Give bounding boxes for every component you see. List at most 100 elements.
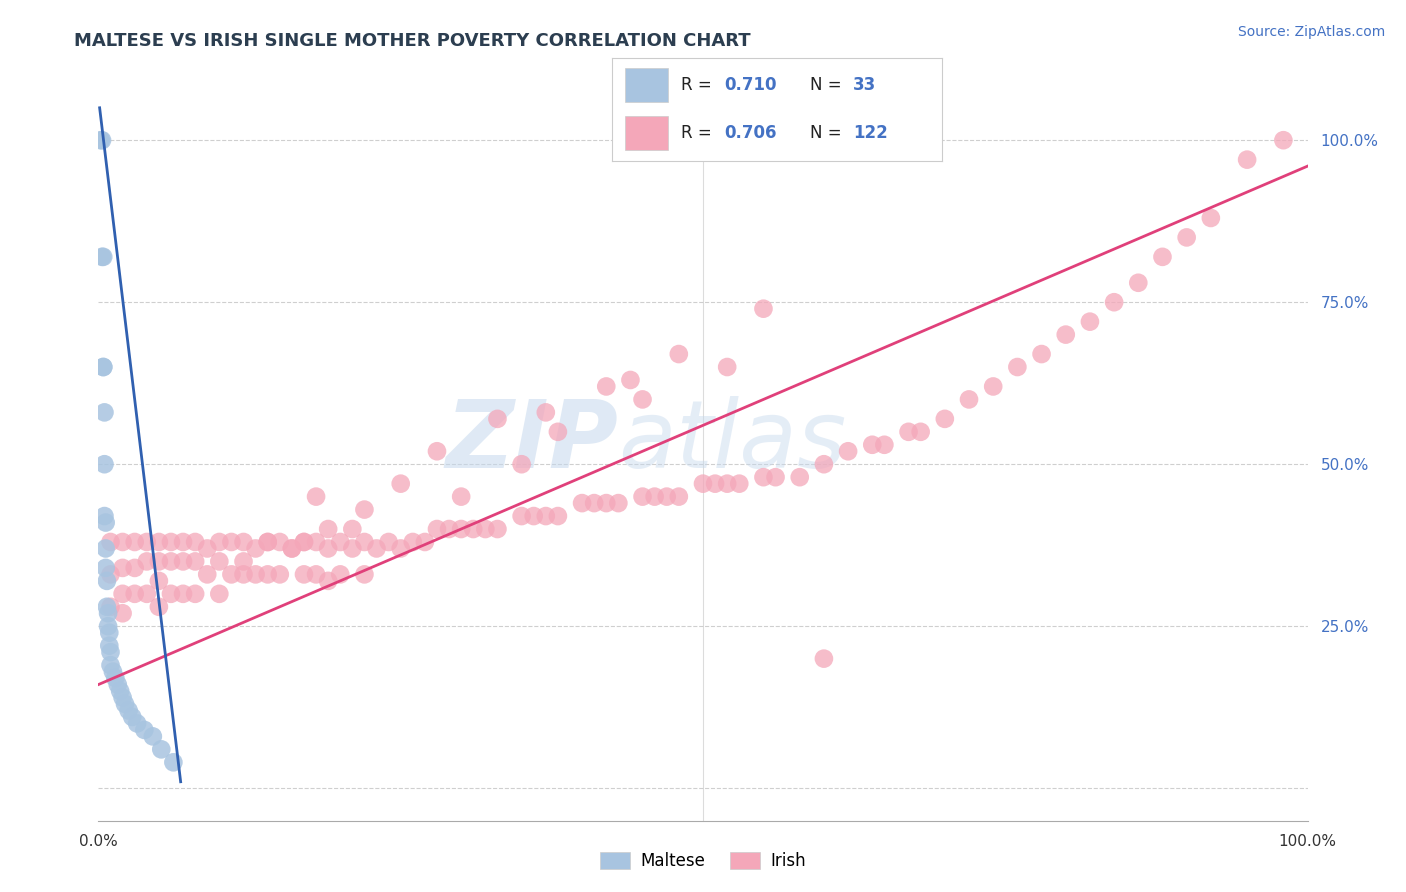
Point bbox=[1236, 153, 1258, 167]
Point bbox=[342, 522, 364, 536]
Point bbox=[366, 541, 388, 556]
Point bbox=[1152, 250, 1174, 264]
Point bbox=[595, 496, 617, 510]
Point bbox=[256, 535, 278, 549]
Point bbox=[981, 379, 1004, 393]
Point bbox=[329, 535, 352, 549]
Point bbox=[837, 444, 859, 458]
Point bbox=[547, 509, 569, 524]
Point bbox=[1175, 230, 1198, 244]
Point bbox=[100, 645, 122, 659]
Point bbox=[316, 574, 339, 588]
Point bbox=[910, 425, 932, 439]
Point bbox=[94, 541, 117, 556]
Point bbox=[184, 587, 207, 601]
Point bbox=[148, 599, 170, 614]
Point bbox=[195, 541, 218, 556]
Point bbox=[221, 567, 243, 582]
Point bbox=[135, 554, 157, 568]
Point bbox=[91, 359, 114, 374]
Point bbox=[305, 490, 328, 504]
Point bbox=[752, 470, 775, 484]
Point bbox=[208, 535, 231, 549]
Point bbox=[353, 567, 375, 582]
Point bbox=[1199, 211, 1222, 225]
Point bbox=[124, 561, 146, 575]
Point bbox=[1272, 133, 1295, 147]
Point bbox=[413, 535, 436, 549]
Point bbox=[426, 444, 449, 458]
Point bbox=[583, 496, 606, 510]
Point bbox=[716, 476, 738, 491]
Point bbox=[127, 716, 149, 731]
Point bbox=[934, 412, 956, 426]
Point bbox=[1078, 315, 1101, 329]
Point bbox=[107, 677, 129, 691]
Point bbox=[256, 567, 278, 582]
Point bbox=[1054, 327, 1077, 342]
Point bbox=[873, 438, 896, 452]
Point bbox=[353, 535, 375, 549]
Text: N =: N = bbox=[810, 124, 846, 142]
Point bbox=[100, 658, 122, 673]
Point bbox=[124, 535, 146, 549]
Point bbox=[93, 509, 115, 524]
Point bbox=[97, 619, 120, 633]
Point bbox=[292, 535, 315, 549]
Point bbox=[534, 509, 557, 524]
Point bbox=[437, 522, 460, 536]
Point bbox=[94, 561, 117, 575]
Point bbox=[860, 438, 883, 452]
Point bbox=[813, 651, 835, 665]
Point bbox=[463, 522, 485, 536]
Point bbox=[305, 535, 328, 549]
Point bbox=[631, 490, 654, 504]
Point bbox=[91, 250, 114, 264]
Point bbox=[162, 756, 184, 770]
Point bbox=[184, 554, 207, 568]
Legend: Maltese, Irish: Maltese, Irish bbox=[593, 846, 813, 877]
Point bbox=[195, 567, 218, 582]
Point bbox=[668, 490, 690, 504]
Point bbox=[595, 379, 617, 393]
Point bbox=[134, 723, 156, 737]
Point bbox=[281, 541, 304, 556]
Point bbox=[124, 587, 146, 601]
Point bbox=[547, 425, 569, 439]
Point bbox=[160, 535, 183, 549]
Point bbox=[100, 535, 122, 549]
Text: MALTESE VS IRISH SINGLE MOTHER POVERTY CORRELATION CHART: MALTESE VS IRISH SINGLE MOTHER POVERTY C… bbox=[75, 32, 751, 50]
Text: 33: 33 bbox=[853, 76, 876, 95]
Point bbox=[389, 541, 412, 556]
Point bbox=[111, 561, 134, 575]
Point bbox=[111, 535, 134, 549]
Point bbox=[450, 522, 472, 536]
Point bbox=[160, 587, 183, 601]
Point bbox=[172, 554, 194, 568]
Point bbox=[91, 133, 114, 147]
Point bbox=[342, 541, 364, 556]
Text: Source: ZipAtlas.com: Source: ZipAtlas.com bbox=[1237, 25, 1385, 39]
Point bbox=[765, 470, 787, 484]
Point bbox=[232, 535, 254, 549]
Point bbox=[1128, 276, 1150, 290]
Point bbox=[160, 554, 183, 568]
Point bbox=[172, 535, 194, 549]
Text: atlas: atlas bbox=[619, 396, 846, 487]
Point bbox=[789, 470, 811, 484]
Point bbox=[631, 392, 654, 407]
Point bbox=[108, 684, 131, 698]
Point bbox=[607, 496, 630, 510]
Point bbox=[118, 703, 141, 717]
Point bbox=[752, 301, 775, 316]
Text: 0.710: 0.710 bbox=[724, 76, 776, 95]
Point bbox=[245, 567, 267, 582]
Text: N =: N = bbox=[810, 76, 846, 95]
Point bbox=[329, 567, 352, 582]
Point bbox=[97, 607, 120, 621]
Point bbox=[571, 496, 593, 510]
Point bbox=[292, 567, 315, 582]
Point bbox=[281, 541, 304, 556]
Text: 0.706: 0.706 bbox=[724, 124, 776, 142]
Point bbox=[96, 574, 118, 588]
